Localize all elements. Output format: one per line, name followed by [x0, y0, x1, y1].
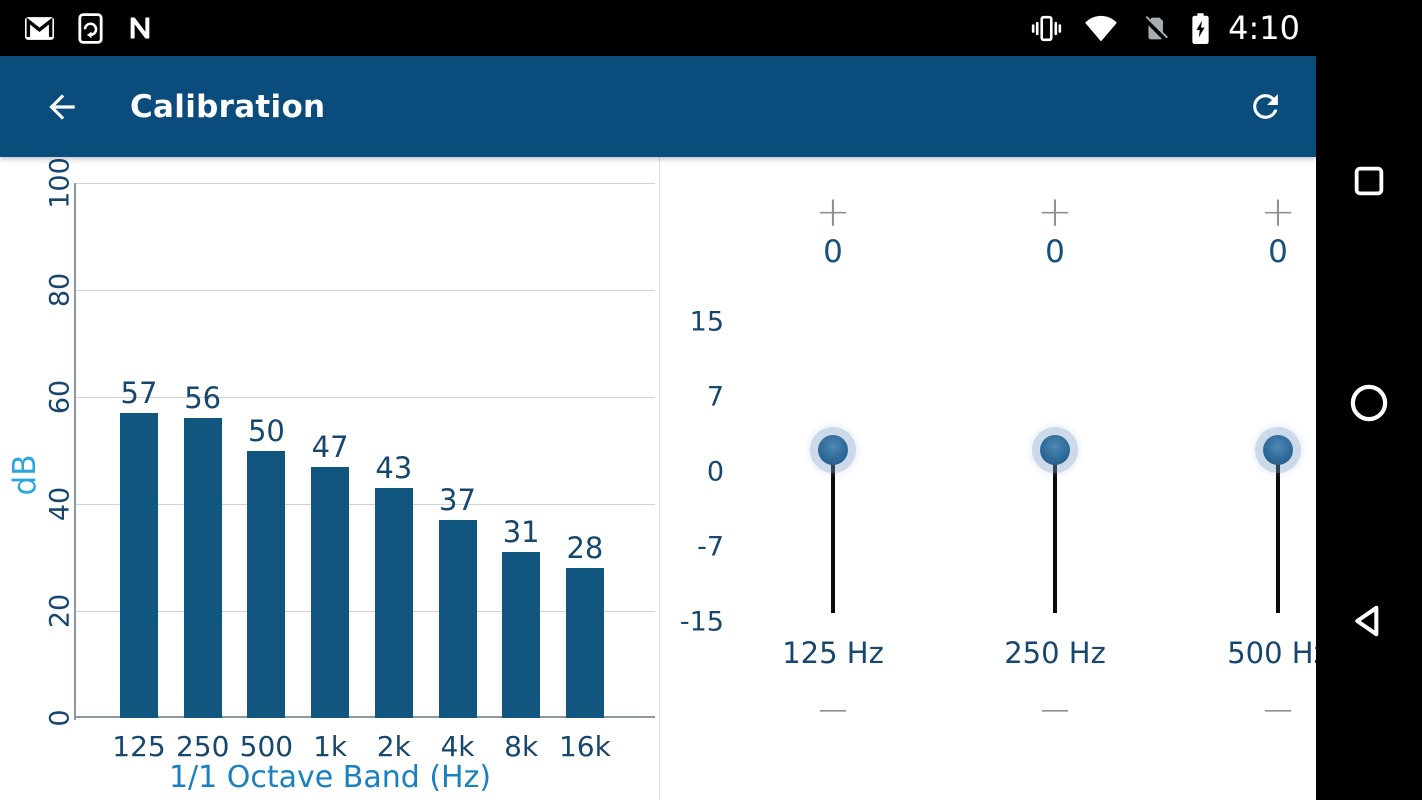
slider-value: 0: [1045, 234, 1065, 270]
slider-value: 0: [823, 234, 843, 270]
eq-scale-label-15: 15: [689, 306, 724, 338]
equalizer-panel: 15 7 0 -7 -15 +0 125 Hz − +0 250 Hz − +0 500 Hz −: [660, 157, 1316, 800]
y-axis-title: dB: [7, 454, 43, 496]
gridline-40: [75, 503, 655, 505]
increase-button[interactable]: +: [1037, 187, 1073, 236]
slider-knob[interactable]: [1040, 435, 1070, 465]
bar-value-4k: 37: [439, 483, 476, 518]
bar-500: [247, 450, 286, 718]
y-axis-line: [74, 183, 76, 720]
bar-8k: [502, 552, 541, 718]
eq-slider-250-hz: +0 250 Hz −: [945, 157, 1165, 800]
decrease-button[interactable]: −: [815, 685, 851, 734]
no-sim-icon: [1140, 14, 1169, 43]
bar-value-1k: 47: [311, 429, 349, 464]
slider-knob[interactable]: [1263, 435, 1293, 465]
bar-16k: [565, 568, 604, 718]
y-axis-tick-0: 0: [44, 709, 76, 727]
x-axis-tick-16k: 16k: [558, 730, 611, 763]
eq-scale-label--7: -7: [697, 531, 724, 563]
bar-value-125: 57: [120, 376, 158, 411]
recents-button[interactable]: [1350, 162, 1388, 200]
screen-rotation-icon: [77, 12, 104, 44]
eq-slider-500-hz: +0 500 Hz −: [1168, 157, 1316, 800]
back-button[interactable]: [1347, 599, 1391, 643]
x-axis-title: 1/1 Octave Band (Hz): [168, 760, 492, 795]
gridline-60: [75, 396, 655, 398]
gridline-20: [75, 610, 655, 612]
status-bar-right-icons: [1031, 12, 1210, 45]
back-button[interactable]: [38, 83, 86, 131]
slider-track[interactable]: [831, 451, 835, 613]
x-axis-tick-1k: 1k: [313, 730, 348, 763]
page-title: Calibration: [130, 88, 326, 125]
x-axis-tick-8k: 8k: [504, 730, 539, 763]
bar-250: [183, 418, 222, 718]
x-axis-tick-500: 500: [239, 730, 294, 763]
eq-scale-label-7: 7: [706, 381, 724, 413]
bar-2k: [374, 487, 413, 718]
gridline-0: [75, 716, 655, 718]
bar-125: [120, 413, 158, 718]
decrease-button[interactable]: −: [1037, 685, 1073, 734]
y-axis-tick-80: 80: [44, 272, 76, 308]
clock: 4:10: [1228, 9, 1300, 47]
wifi-icon: [1084, 15, 1118, 42]
bar-1k: [311, 466, 350, 718]
bar-value-2k: 43: [375, 450, 413, 485]
slider-track[interactable]: [1276, 451, 1280, 613]
x-axis-tick-125: 125: [112, 730, 166, 763]
bar-4k: [438, 520, 477, 718]
app-bar: Calibration: [0, 56, 1316, 157]
calibration-bar-chart: 0 20 40 60 80 100 57 125 56 250 50 500 47 1k 43 2k 37 4k 3…: [0, 157, 660, 800]
slider-frequency-label: 250 Hz: [1004, 636, 1106, 670]
slider-knob[interactable]: [818, 435, 848, 465]
bar-value-500: 50: [247, 413, 285, 448]
status-bar-left-icons: [24, 12, 154, 44]
panel-divider: [659, 157, 660, 800]
nfc-icon: [126, 14, 154, 42]
x-axis-tick-2k: 2k: [376, 730, 411, 763]
increase-button[interactable]: +: [1260, 187, 1296, 236]
slider-value: 0: [1268, 234, 1288, 270]
bar-value-16k: 28: [566, 531, 604, 566]
gridline-80: [75, 289, 655, 291]
bar-value-250: 56: [184, 381, 222, 416]
increase-button[interactable]: +: [815, 187, 851, 236]
status-bar: 4:10: [0, 0, 1422, 56]
gmail-icon: [24, 16, 55, 41]
gridline-100: [75, 182, 655, 184]
navigation-bar: [1316, 56, 1422, 800]
refresh-button[interactable]: [1242, 84, 1288, 130]
y-axis-tick-100: 100: [44, 157, 76, 209]
eq-slider-125-hz: +0 125 Hz −: [723, 157, 943, 800]
home-button[interactable]: [1347, 381, 1391, 425]
y-axis-tick-40: 40: [44, 486, 76, 522]
decrease-button[interactable]: −: [1260, 685, 1296, 734]
x-axis-tick-250: 250: [175, 730, 230, 763]
eq-scale-label--15: -15: [679, 606, 724, 638]
slider-track[interactable]: [1053, 451, 1057, 613]
y-axis-tick-60: 60: [44, 379, 76, 415]
slider-frequency-label: 125 Hz: [782, 636, 884, 670]
battery-charging-icon: [1191, 12, 1210, 45]
slider-frequency-label: 500 Hz: [1227, 636, 1316, 670]
y-axis-tick-20: 20: [44, 593, 76, 629]
x-axis-tick-4k: 4k: [440, 730, 475, 763]
bar-value-8k: 31: [502, 515, 540, 550]
eq-scale-label-0: 0: [706, 456, 724, 488]
status-bar-right: 4:10: [1031, 9, 1300, 47]
vibrate-icon: [1031, 14, 1062, 43]
